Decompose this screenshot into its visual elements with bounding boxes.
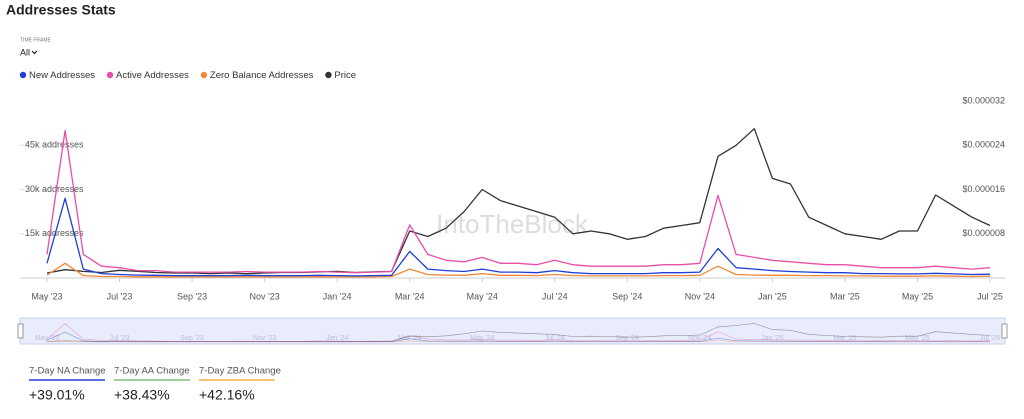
navigator-line bbox=[46, 323, 991, 342]
legend-marker bbox=[106, 71, 114, 79]
series-line bbox=[46, 197, 991, 277]
y-tick-label: 45k addresses bbox=[25, 140, 84, 150]
x-tick-label: Jul '25 bbox=[977, 291, 1003, 301]
navigator-label: Mar '24 bbox=[398, 335, 421, 342]
navigator-label: Sep '23 bbox=[180, 335, 204, 342]
legend-marker bbox=[19, 71, 27, 79]
stat-value: +38.43% bbox=[114, 387, 170, 403]
legend-label[interactable]: New Addresses bbox=[29, 70, 95, 81]
legend-label[interactable]: Active Addresses bbox=[116, 70, 189, 81]
stat-value: +39.01% bbox=[29, 387, 85, 403]
navigator-label: Jul '25 bbox=[980, 335, 1000, 342]
navigator-label: May '23 bbox=[35, 335, 59, 342]
navigator-label: Sep '24 bbox=[616, 335, 640, 342]
legend-marker bbox=[200, 71, 208, 79]
navigator-label: May '24 bbox=[470, 335, 494, 342]
navigator-handle[interactable] bbox=[17, 323, 24, 339]
navigator-label: Jul '24 bbox=[545, 335, 565, 342]
y2-tick-label: $0.000008 bbox=[962, 228, 1005, 238]
x-tick-label: May '23 bbox=[31, 291, 62, 301]
x-tick-label: Jan '25 bbox=[758, 291, 787, 301]
y2-tick-label: $0.000032 bbox=[962, 95, 1005, 105]
x-tick-label: Nov '24 bbox=[685, 291, 715, 301]
stat-label: 7-Day NA Change bbox=[29, 366, 106, 377]
y-tick-label: 15k addresses bbox=[25, 228, 84, 238]
stat-value: +42.16% bbox=[199, 387, 255, 403]
legend-label[interactable]: Price bbox=[334, 70, 356, 81]
legend-marker bbox=[325, 71, 332, 79]
time-frame-value[interactable]: All bbox=[20, 47, 30, 57]
x-tick-label: Sep '24 bbox=[612, 291, 642, 301]
x-tick-label: Mar '24 bbox=[395, 291, 425, 301]
navigator-label: Nov '23 bbox=[253, 335, 277, 342]
time-frame-label: TIME FRAME bbox=[20, 37, 51, 43]
dropdown-chevron[interactable] bbox=[31, 50, 38, 55]
y-tick-label: 30k addresses bbox=[25, 184, 84, 194]
watermark: IntoTheBlock bbox=[436, 209, 589, 239]
legend-label[interactable]: Zero Balance Addresses bbox=[210, 70, 314, 81]
stat-label: 7-Day AA Change bbox=[114, 366, 190, 377]
stat-label: 7-Day ZBA Change bbox=[199, 366, 281, 377]
x-tick-label: Sep '23 bbox=[177, 291, 207, 301]
x-tick-label: Jan '24 bbox=[323, 291, 352, 301]
series-line bbox=[46, 129, 991, 274]
navigator-label: Jan '25 bbox=[761, 335, 783, 342]
series-line bbox=[46, 128, 991, 275]
navigator-handle[interactable] bbox=[1001, 323, 1008, 339]
navigator-label: May '25 bbox=[905, 335, 929, 342]
title: Addresses Stats bbox=[6, 2, 116, 18]
navigator-line bbox=[46, 331, 991, 342]
x-tick-label: Jul '23 bbox=[107, 291, 133, 301]
series-line bbox=[46, 262, 991, 278]
x-tick-label: Jul '24 bbox=[542, 291, 568, 301]
navigator-label: Mar '25 bbox=[833, 335, 856, 342]
navigator[interactable] bbox=[19, 317, 1006, 345]
navigator-label: Jan '24 bbox=[326, 335, 348, 342]
y2-tick-label: $0.000024 bbox=[962, 140, 1005, 150]
x-tick-label: May '24 bbox=[467, 291, 498, 301]
navigator-label: Nov '24 bbox=[688, 335, 712, 342]
navigator-label: Jul '23 bbox=[110, 335, 130, 342]
x-tick-label: Nov '23 bbox=[249, 291, 279, 301]
y2-tick-label: $0.000016 bbox=[962, 184, 1005, 194]
x-tick-label: Mar '25 bbox=[830, 291, 860, 301]
x-tick-label: May '25 bbox=[902, 291, 933, 301]
